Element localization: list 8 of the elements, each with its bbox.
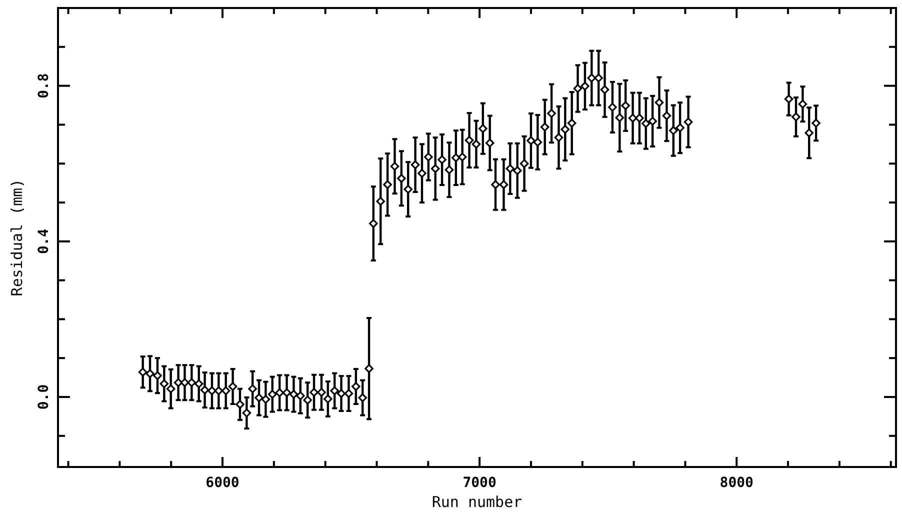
- y-tick-label: 0.8: [36, 73, 52, 98]
- x-tick-label: 8000: [720, 475, 754, 491]
- y-axis-title: Residual (mm): [8, 178, 26, 296]
- y-tick-label: 0.4: [36, 228, 52, 254]
- x-tick-label: 6000: [206, 475, 240, 491]
- x-axis-title: Run number: [432, 493, 522, 511]
- y-tick-label: 0.0: [36, 384, 52, 410]
- x-tick-label: 7000: [462, 475, 496, 491]
